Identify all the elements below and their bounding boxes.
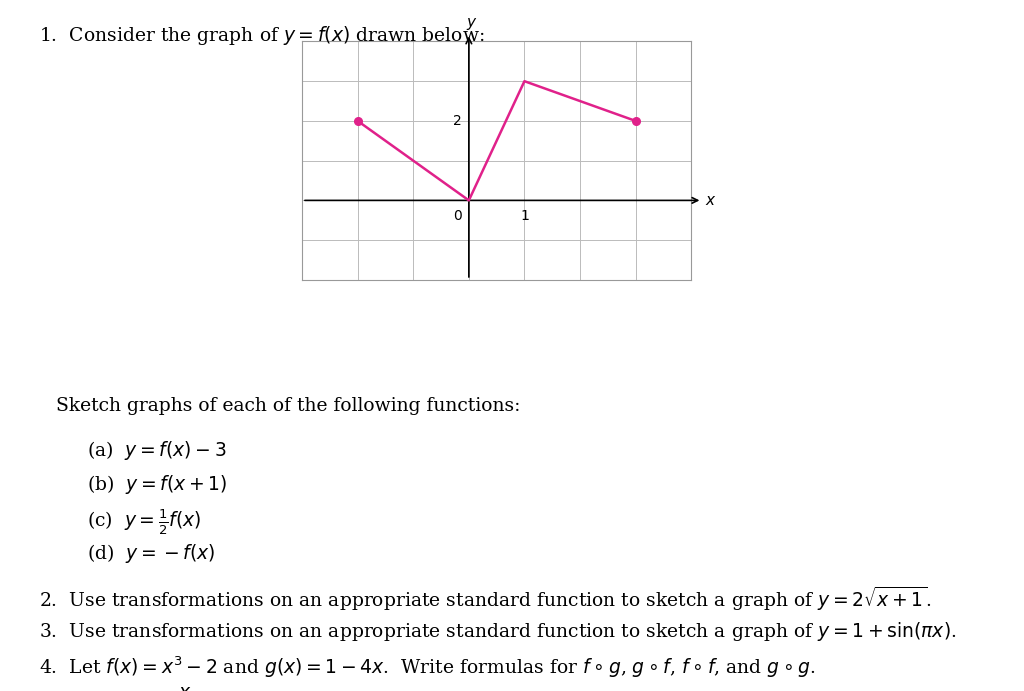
Text: 3.  Use transformations on an appropriate standard function to sketch a graph of: 3. Use transformations on an appropriate… <box>39 620 956 643</box>
Text: 1: 1 <box>520 209 528 223</box>
Text: 4.  Let $f(x) = x^3 - 2$ and $g(x) = 1 - 4x$.  Write formulas for $f \circ g$, $: 4. Let $f(x) = x^3 - 2$ and $g(x) = 1 - … <box>39 654 816 680</box>
Text: 2: 2 <box>454 114 462 128</box>
Text: 5.  Let $f(x) = \dfrac{x}{x+1}$ and $g(x) = \sin(2x)$.: 5. Let $f(x) = \dfrac{x}{x+1}$ and $g(x)… <box>39 685 388 691</box>
Text: 1.  Consider the graph of $y = f(x)$ drawn below:: 1. Consider the graph of $y = f(x)$ draw… <box>39 24 484 47</box>
Text: 0: 0 <box>454 209 462 223</box>
Text: (b)  $y = f(x + 1)$: (b) $y = f(x + 1)$ <box>87 473 227 496</box>
Text: (c)  $y = \frac{1}{2}f(x)$: (c) $y = \frac{1}{2}f(x)$ <box>87 508 202 538</box>
Text: (d)  $y = -f(x)$: (d) $y = -f(x)$ <box>87 542 215 565</box>
Text: Sketch graphs of each of the following functions:: Sketch graphs of each of the following f… <box>56 397 520 415</box>
Text: $x$: $x$ <box>706 193 717 208</box>
Text: $y$: $y$ <box>466 15 477 32</box>
Text: (a)  $y = f(x) - 3$: (a) $y = f(x) - 3$ <box>87 439 226 462</box>
Text: 2.  Use transformations on an appropriate standard function to sketch a graph of: 2. Use transformations on an appropriate… <box>39 585 931 614</box>
